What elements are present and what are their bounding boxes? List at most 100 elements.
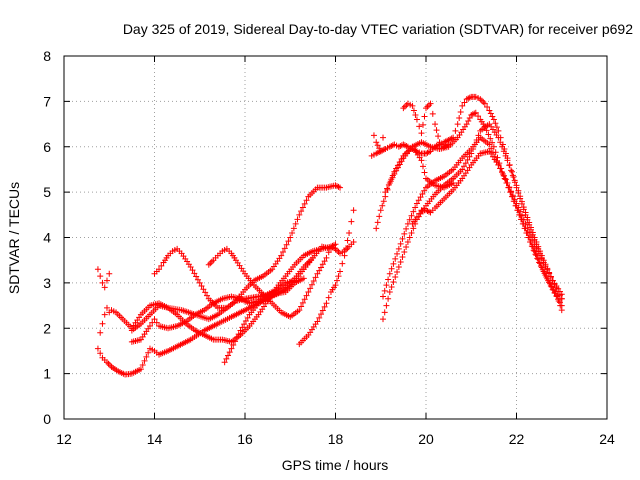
y-tick-label: 7 — [43, 93, 51, 109]
data-point — [141, 357, 148, 364]
data-point — [450, 180, 457, 187]
data-point — [481, 100, 488, 107]
data-point — [389, 174, 396, 181]
data-point — [97, 350, 104, 357]
data-point — [376, 213, 383, 220]
data-point — [532, 251, 539, 258]
data-point — [533, 239, 540, 246]
data-point — [202, 289, 209, 296]
data-point — [380, 198, 387, 205]
data-point — [419, 163, 426, 170]
data-point — [515, 207, 522, 214]
data-point — [280, 249, 287, 256]
data-point — [388, 283, 395, 290]
series-track-3 — [94, 266, 113, 291]
data-point — [495, 161, 502, 168]
chart-title: Day 325 of 2019, Sidereal Day-to-day VTE… — [123, 21, 633, 37]
data-point — [337, 184, 344, 191]
data-point — [497, 165, 504, 172]
data-point — [417, 194, 424, 201]
data-point — [339, 260, 346, 267]
data-point — [416, 123, 423, 130]
data-point — [223, 355, 230, 362]
data-markers — [94, 93, 565, 378]
data-point — [299, 204, 306, 211]
data-point — [504, 157, 511, 164]
data-point — [401, 249, 408, 256]
data-point — [242, 317, 249, 324]
data-point — [462, 160, 469, 167]
data-point — [374, 142, 381, 149]
data-point — [187, 263, 194, 270]
data-point — [377, 207, 384, 214]
data-point — [470, 146, 477, 153]
data-point — [486, 107, 493, 114]
data-point — [294, 216, 301, 223]
data-point — [535, 256, 542, 263]
data-point — [527, 239, 534, 246]
data-point — [380, 293, 387, 300]
series-track-8 — [221, 254, 316, 366]
data-point — [531, 248, 538, 255]
data-point — [376, 145, 383, 152]
data-point — [432, 121, 439, 128]
y-tick-label: 4 — [43, 230, 51, 246]
data-point — [300, 275, 307, 282]
x-tick-label: 14 — [147, 431, 163, 447]
data-point — [189, 267, 196, 274]
data-point — [318, 264, 325, 271]
y-axis-label: SDTVAR / TECUs — [6, 182, 22, 294]
data-point — [230, 342, 237, 349]
data-point — [101, 284, 108, 291]
data-point — [556, 299, 563, 306]
data-point — [325, 294, 332, 301]
data-point — [403, 244, 410, 251]
data-point — [495, 127, 502, 134]
data-point — [314, 318, 321, 325]
data-point — [341, 252, 348, 259]
data-point — [500, 172, 507, 179]
data-point — [538, 252, 545, 259]
data-point — [303, 197, 310, 204]
data-point — [393, 167, 400, 174]
data-point — [459, 102, 466, 109]
data-point — [529, 243, 536, 250]
data-point — [555, 296, 562, 303]
data-point — [520, 204, 527, 211]
data-point — [511, 198, 518, 205]
data-point — [456, 115, 463, 122]
data-point — [301, 200, 308, 207]
data-point — [556, 292, 563, 299]
data-point — [394, 250, 401, 257]
data-point — [406, 234, 413, 241]
data-point — [314, 270, 321, 277]
data-point — [278, 252, 285, 259]
data-point — [94, 266, 101, 273]
data-point — [397, 240, 404, 247]
data-point — [239, 324, 246, 331]
data-point — [408, 212, 415, 219]
data-point — [465, 118, 472, 125]
data-point — [546, 279, 553, 286]
data-point — [487, 110, 494, 117]
data-point — [321, 303, 328, 310]
data-point — [399, 235, 406, 242]
data-point — [490, 116, 497, 123]
data-point — [283, 241, 290, 248]
data-point — [196, 279, 203, 286]
data-point — [370, 132, 377, 139]
data-point — [384, 185, 391, 192]
data-point — [383, 282, 390, 289]
data-point — [350, 207, 357, 214]
data-point — [553, 284, 560, 291]
data-point — [396, 161, 403, 168]
data-point — [517, 211, 524, 218]
data-point — [386, 270, 393, 277]
data-point — [309, 254, 316, 261]
data-point — [281, 245, 288, 252]
data-point — [392, 273, 399, 280]
data-point — [374, 219, 381, 226]
data-point — [500, 148, 507, 155]
data-point — [385, 276, 392, 283]
